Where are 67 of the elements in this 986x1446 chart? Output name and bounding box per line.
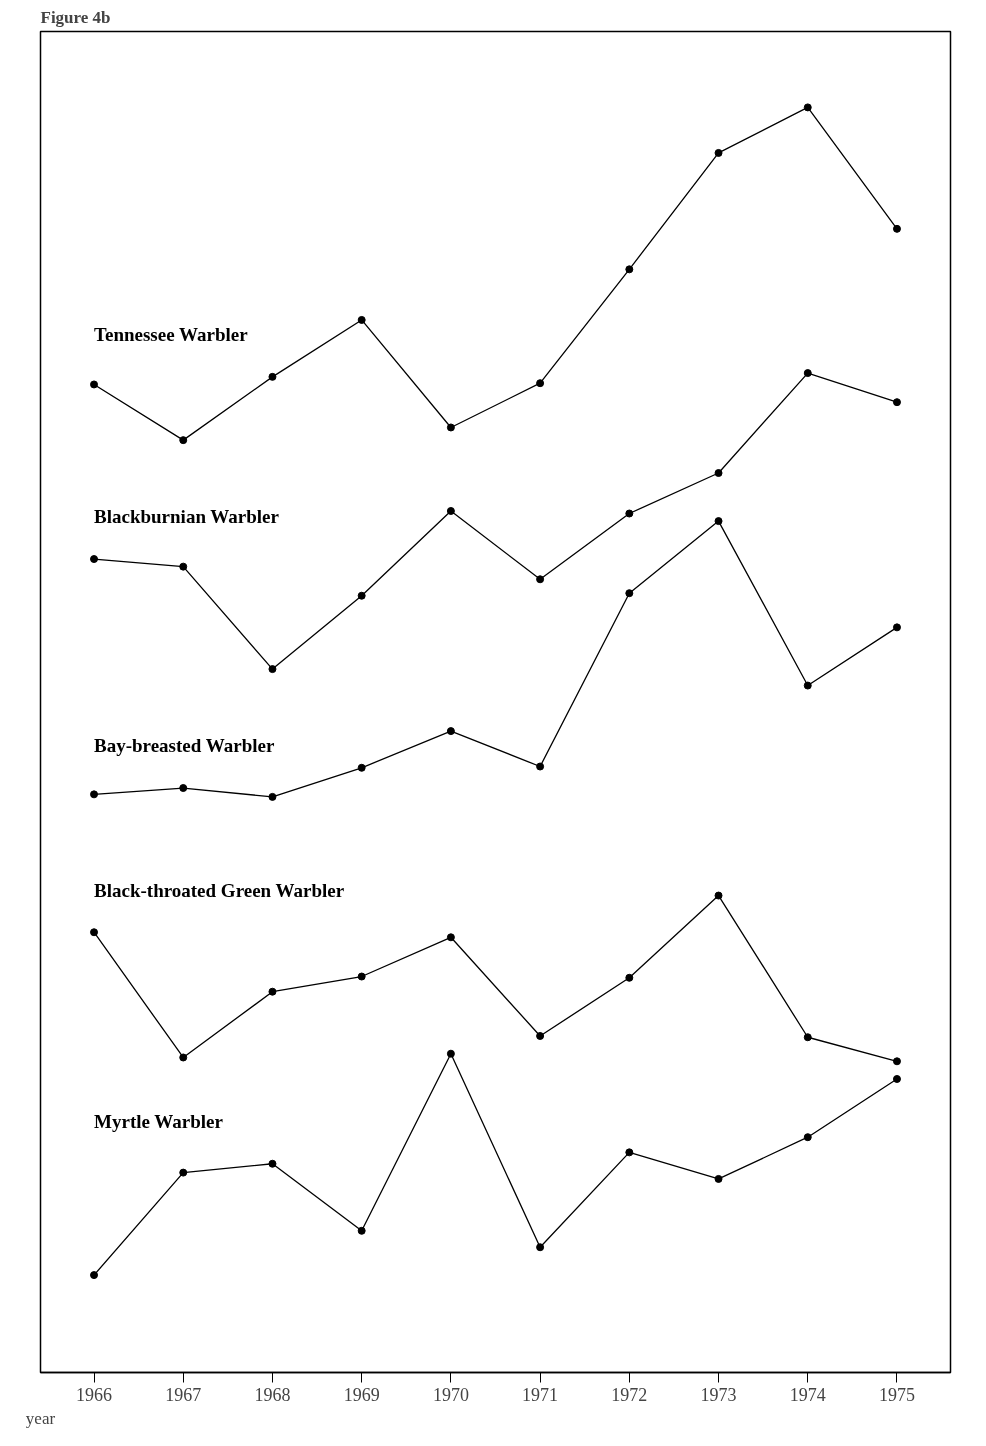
point — [90, 380, 99, 389]
point — [803, 1133, 812, 1142]
series-label: Black-throated Green Warbler — [94, 879, 345, 901]
point — [892, 623, 901, 632]
point — [892, 1075, 901, 1083]
point — [714, 1174, 723, 1183]
x-tick-label: 1971 — [522, 1384, 559, 1405]
point — [803, 369, 812, 378]
series-label: Myrtle Warbler — [94, 1111, 224, 1133]
point — [714, 148, 723, 157]
chart-title: Figure 4b — [40, 7, 111, 27]
point — [357, 1226, 366, 1235]
point — [90, 1271, 99, 1280]
x-tick-label: 1974 — [789, 1384, 826, 1405]
point — [892, 224, 901, 233]
point — [357, 972, 366, 981]
point — [536, 1031, 545, 1040]
point — [268, 987, 277, 996]
x-tick-label: 1972 — [611, 1384, 648, 1405]
x-tick-label: 1967 — [165, 1384, 202, 1405]
point — [268, 1159, 277, 1168]
point — [446, 506, 455, 515]
point — [714, 891, 723, 900]
point — [803, 103, 812, 112]
point — [179, 1168, 188, 1177]
series-label: Blackburnian Warbler — [94, 506, 280, 528]
point — [179, 1053, 188, 1062]
point — [357, 315, 366, 324]
point — [268, 792, 277, 801]
point — [446, 423, 455, 432]
point — [625, 265, 634, 274]
x-tick-label: 1973 — [700, 1384, 737, 1405]
point — [892, 398, 901, 407]
point — [625, 973, 634, 982]
point — [179, 784, 188, 793]
point — [357, 591, 366, 600]
x-tick-label: 1970 — [432, 1384, 469, 1405]
point — [446, 727, 455, 736]
x-tick-label: 1975 — [878, 1384, 915, 1405]
x-tick-label: 1966 — [76, 1384, 113, 1405]
point — [892, 1057, 901, 1066]
series-label: Tennessee Warbler — [94, 324, 249, 346]
point — [90, 928, 99, 937]
point — [714, 517, 723, 526]
point — [357, 763, 366, 772]
point — [536, 575, 545, 584]
point — [446, 933, 455, 942]
point — [179, 436, 188, 445]
point — [536, 762, 545, 771]
point — [90, 790, 99, 799]
x-tick-label: 1969 — [343, 1384, 380, 1405]
point — [90, 555, 99, 564]
point — [625, 1148, 634, 1157]
point — [446, 1049, 455, 1058]
point — [625, 509, 634, 518]
x-axis-title: year — [25, 1408, 56, 1428]
x-tick-label: 1968 — [254, 1384, 291, 1405]
point — [268, 372, 277, 381]
point — [803, 681, 812, 690]
point — [268, 665, 277, 674]
point — [714, 469, 723, 478]
point — [803, 1033, 812, 1042]
series-label: Bay-breasted Warbler — [94, 735, 275, 757]
point — [536, 379, 545, 388]
point — [625, 589, 634, 598]
point — [536, 1243, 545, 1252]
point — [179, 562, 188, 571]
